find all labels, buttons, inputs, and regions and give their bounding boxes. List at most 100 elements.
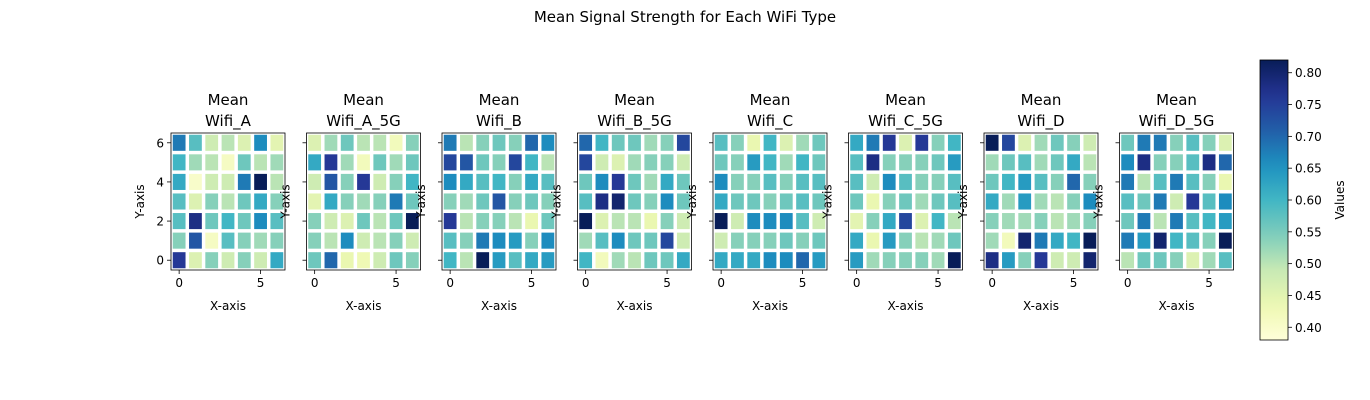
heatmap-cell	[850, 232, 864, 249]
heatmap-cell	[660, 232, 674, 249]
heatmap-cell	[796, 213, 809, 230]
heatmap-cell	[747, 252, 761, 269]
heatmap-cell	[1202, 154, 1216, 171]
x-tick-label: 0	[446, 276, 454, 290]
heatmap-cell	[763, 193, 777, 210]
heatmap-cell	[796, 154, 809, 171]
heatmap-cell	[1137, 232, 1151, 249]
heatmap-cell	[1034, 213, 1048, 230]
heatmap-cell	[985, 252, 999, 269]
heatmap-cell	[1067, 173, 1080, 190]
heatmap-cell	[189, 232, 202, 249]
heatmap-cell	[947, 213, 961, 230]
heatmap-cell	[676, 173, 690, 190]
heatmap-cell	[357, 154, 370, 171]
heatmap-cell	[189, 134, 202, 151]
x-tick-label: 0	[582, 276, 590, 290]
heatmap-cell	[1121, 173, 1135, 190]
heatmap-cell	[492, 252, 506, 269]
heatmap-cell	[324, 252, 338, 269]
heatmap-cell	[1121, 232, 1135, 249]
x-tick-label: 5	[799, 276, 807, 290]
axes-frame	[170, 132, 286, 271]
axes-frame	[848, 132, 963, 271]
heatmap-cell	[899, 173, 912, 190]
panel-title-line2: Wifi_D	[1017, 112, 1064, 131]
heatmap-cell	[899, 252, 912, 269]
heatmap-cell	[714, 232, 728, 249]
heatmap-cell	[373, 213, 387, 230]
heatmap-cell	[812, 213, 826, 230]
heatmap-cell	[931, 134, 945, 151]
heatmap-cell	[324, 193, 338, 210]
heatmap-cell	[221, 173, 235, 190]
heatmap-cell	[1002, 252, 1015, 269]
heatmap-cell	[676, 213, 690, 230]
heatmap-cell	[595, 134, 609, 151]
x-axis-label: X-axis	[752, 299, 788, 313]
heatmap-cell	[254, 173, 267, 190]
heatmap-panel: Mean Wifi_A 0 5 0 2 4 6 X-axis Y-axis	[133, 91, 286, 313]
panel-title-line1: Mean	[479, 91, 520, 109]
x-tick-label: 0	[311, 276, 319, 290]
heatmap-cell	[676, 193, 690, 210]
colorbar-ticks: 0.40 0.45 0.50 0.55 0.60 0.65 0.70 0.75 0.80	[1288, 66, 1322, 335]
panel-title-line1: Mean	[343, 91, 384, 109]
heatmap-cell	[476, 173, 490, 190]
heatmap-cell	[866, 134, 880, 151]
colorbar-tick-label: 0.40	[1295, 321, 1322, 335]
panel-title-line1: Mean	[885, 91, 926, 109]
heatmap-cell	[747, 193, 761, 210]
heatmap-cell	[492, 213, 506, 230]
heatmap-cell	[579, 232, 593, 249]
heatmap-cell	[172, 232, 186, 249]
heatmap-cell	[915, 213, 929, 230]
heatmap-cell	[1002, 232, 1015, 249]
heatmap-cell	[205, 232, 219, 249]
heatmap-cell	[1067, 252, 1080, 269]
colorbar-gradient	[1259, 59, 1289, 341]
heatmap-cell	[1186, 154, 1200, 171]
y-tick-label: 6	[156, 136, 164, 150]
heatmap-cell	[189, 193, 202, 210]
heatmap-cell	[221, 252, 235, 269]
heatmap-cell	[1050, 252, 1064, 269]
heatmap-cell	[443, 213, 457, 230]
heatmap-cell	[931, 232, 945, 249]
heatmap-cell	[1002, 193, 1015, 210]
heatmap-cell	[1137, 213, 1151, 230]
heatmap-cell	[237, 173, 251, 190]
y-axis-label: Y-axis	[279, 184, 293, 219]
heatmap-panels: Mean Wifi_A 0 5 0 2 4 6 X-axis Y-axis Mean Wifi_A_5…	[133, 91, 1234, 313]
heatmap-cell	[270, 213, 284, 230]
heatmap-cell	[644, 232, 658, 249]
heatmap-cell	[947, 232, 961, 249]
heatmap-cell	[1170, 134, 1183, 151]
x-tick-label: 5	[392, 276, 400, 290]
heatmap-cell	[1050, 154, 1064, 171]
heatmap-cell	[579, 213, 593, 230]
heatmap-cell	[882, 134, 896, 151]
heatmap-cell	[1218, 173, 1232, 190]
x-tick-label: 5	[663, 276, 671, 290]
panel-title-line1: Mean	[208, 91, 249, 109]
heatmap-cell	[1153, 173, 1167, 190]
heatmap-cell	[812, 193, 826, 210]
axes-frame	[306, 132, 421, 271]
heatmap-cell	[237, 252, 251, 269]
x-tick-label: 0	[1124, 276, 1132, 290]
heatmap-cell	[508, 213, 522, 230]
heatmap-cell	[714, 154, 728, 171]
heatmap-cell	[1050, 232, 1064, 249]
heatmap-cell	[189, 252, 202, 269]
heatmap-cell	[1137, 252, 1151, 269]
heatmap-cell	[221, 134, 235, 151]
heatmap-cell	[899, 213, 912, 230]
heatmap-cell	[508, 232, 522, 249]
heatmap-cell	[747, 173, 761, 190]
heatmap-cell	[460, 193, 473, 210]
heatmap-cell	[373, 134, 387, 151]
heatmap-cell	[237, 232, 251, 249]
x-tick-label: 5	[934, 276, 942, 290]
heatmap-cell	[763, 232, 777, 249]
